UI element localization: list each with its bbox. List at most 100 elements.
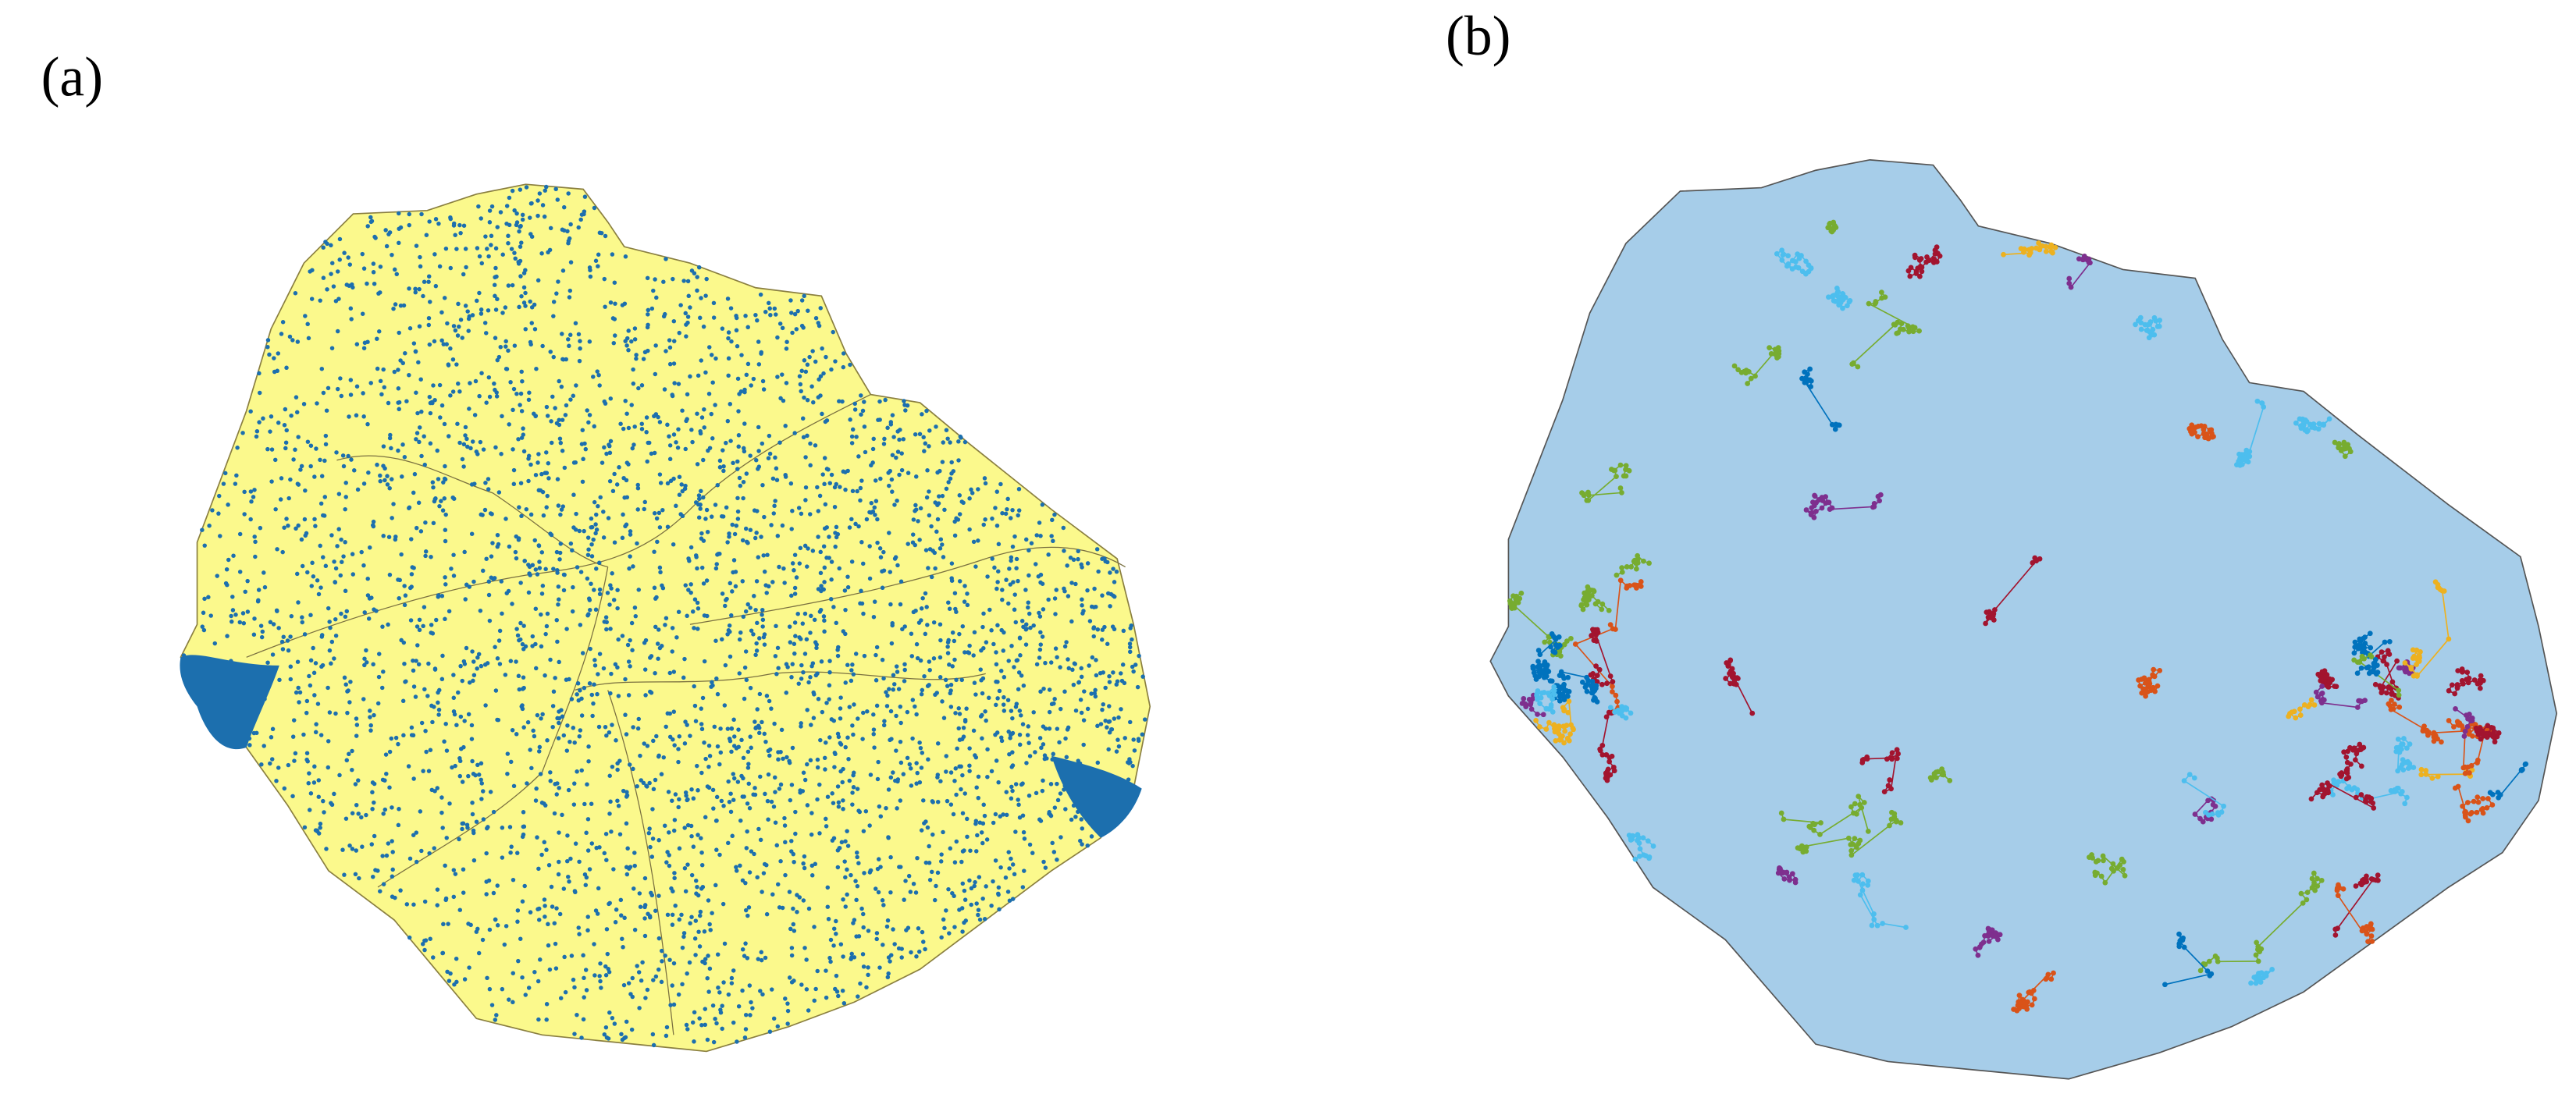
point [515,633,521,638]
point [822,618,827,623]
point [516,958,521,964]
location [2402,667,2408,673]
point [787,975,792,980]
point [686,588,691,592]
location [1628,837,1634,843]
point [365,421,370,427]
point [693,553,699,558]
point [784,381,789,385]
point [1055,797,1061,803]
location [2368,654,2375,660]
point [703,1007,708,1011]
point [735,509,741,514]
point [526,590,532,595]
point [419,453,424,459]
location [1871,917,1877,922]
point [605,951,610,957]
point [423,549,429,554]
point [881,442,887,446]
point [630,648,635,652]
point [270,726,276,732]
point [457,773,463,779]
point [498,210,503,215]
point [422,434,426,439]
point [917,432,923,437]
point [874,936,879,942]
point [635,486,641,491]
point [1063,807,1068,812]
location [2204,968,2211,974]
point [827,481,832,485]
point [371,270,376,275]
location [1836,422,1841,428]
point [838,695,843,700]
point [621,788,626,794]
point [873,499,879,503]
point [933,500,938,505]
location [2309,885,2315,891]
location [2411,653,2418,659]
point [519,293,524,299]
point [587,413,592,417]
point [1027,842,1033,847]
point [642,904,647,910]
point [675,446,681,450]
point [884,805,888,811]
point [860,408,866,414]
point [683,311,688,316]
point [265,446,270,452]
point [710,436,715,441]
point [547,967,553,972]
point [647,780,652,786]
point [734,523,739,528]
point [696,606,701,611]
point [1004,812,1009,818]
point [781,566,786,571]
point [667,830,671,835]
point [872,505,877,510]
point [834,535,839,540]
point [649,890,653,896]
point [1136,737,1141,741]
point [980,821,986,826]
point [743,1012,749,1018]
point [685,613,689,618]
point [841,954,845,959]
location [2121,858,2126,865]
point [543,673,547,678]
point [269,479,274,484]
point [956,458,961,463]
point [842,859,847,864]
point [357,875,361,881]
point [1079,666,1083,671]
point [692,1010,697,1015]
point [1026,573,1031,578]
point [475,762,480,768]
point [413,289,418,295]
point [938,622,943,627]
point [754,531,759,535]
point [325,287,329,292]
location [1585,677,1591,684]
point [437,503,442,509]
point [520,212,525,218]
point [456,690,461,695]
location [2364,924,2370,929]
point [891,435,896,439]
point [321,390,326,396]
point [471,678,475,684]
point [248,489,254,494]
location [1599,601,1606,607]
point [566,240,571,246]
point [735,517,741,521]
point [575,681,581,686]
point [789,849,794,854]
point [1062,549,1066,553]
location [2330,792,2336,797]
point [443,722,448,726]
point [887,483,891,488]
point [517,505,521,510]
point [698,913,703,918]
point [991,820,996,826]
point [202,596,207,602]
